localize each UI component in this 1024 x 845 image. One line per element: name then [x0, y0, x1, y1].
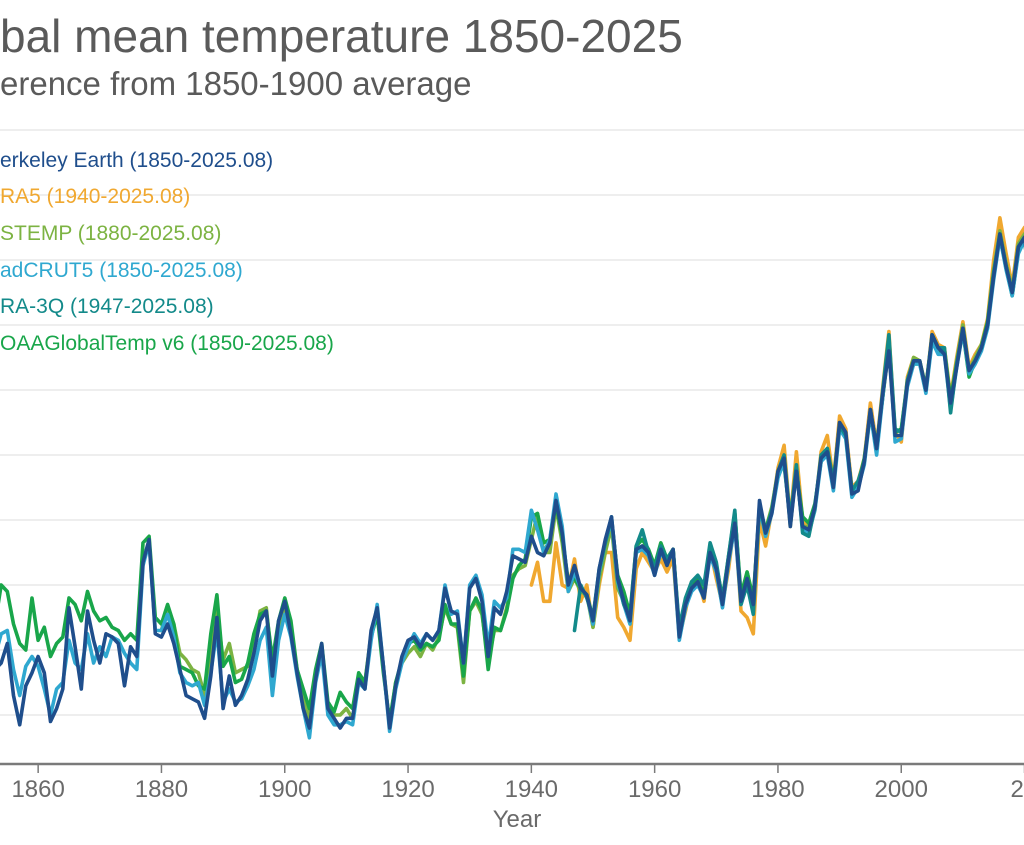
x-tick-label: 1880	[135, 776, 188, 803]
legend-entry: adCRUT5 (1850-2025.08)	[0, 259, 243, 282]
x-tick-label: 1900	[258, 776, 311, 803]
x-tick-label: 2000	[875, 776, 928, 803]
x-tick-label: 1920	[381, 776, 434, 803]
series-lines	[0, 216, 1024, 740]
chart-title: bal mean temperature 1850-2025	[0, 10, 683, 62]
legend: erkeley Earth (1850-2025.08) RA5 (1940-20…	[0, 149, 334, 355]
series-line-0	[529, 216, 1024, 643]
gridlines	[0, 129, 1024, 716]
x-axis-title: Year	[493, 806, 542, 833]
legend-entry: erkeley Earth (1850-2025.08)	[0, 149, 273, 172]
x-tick-label: 20	[1011, 776, 1024, 803]
series-line-3	[0, 235, 1024, 740]
series-line-5	[0, 232, 1024, 730]
legend-entry: STEMP (1880-2025.08)	[0, 222, 221, 245]
x-axis-ticks: 1860 1880 1900 1920 1940 1960 1980 2000 20	[11, 764, 1024, 803]
legend-entry: RA-3Q (1947-2025.08)	[0, 295, 214, 318]
x-tick-label: 1960	[628, 776, 681, 803]
legend-entry: OAAGlobalTemp v6 (1850-2025.08)	[0, 332, 334, 355]
x-tick-label: 1860	[11, 776, 64, 803]
legend-entry: RA5 (1940-2025.08)	[0, 185, 190, 208]
x-tick-label: 1980	[751, 776, 804, 803]
x-tick-label: 1940	[505, 776, 558, 803]
chart-subtitle: erence from 1850-1900 average	[0, 65, 471, 102]
